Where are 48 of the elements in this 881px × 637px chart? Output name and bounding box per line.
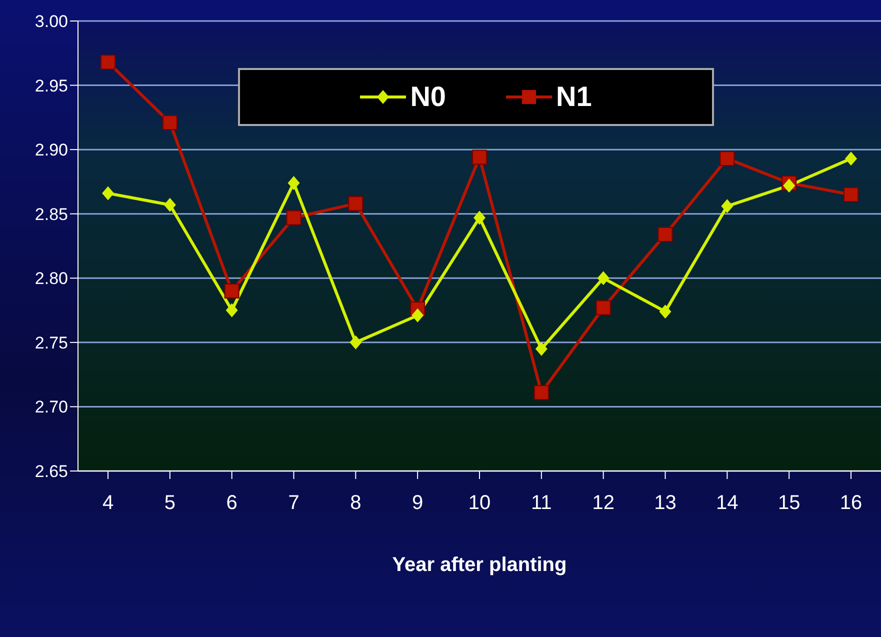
x-tick-label: 5	[164, 492, 176, 514]
point	[162, 115, 178, 130]
x-tick-label: 4	[102, 492, 114, 514]
x-tick-label: 9	[412, 492, 424, 514]
point	[720, 151, 735, 166]
point	[286, 210, 302, 226]
point	[844, 187, 858, 202]
point	[783, 178, 796, 193]
x-tick-label: 16	[840, 492, 862, 514]
point	[348, 196, 364, 212]
point	[596, 300, 611, 316]
point	[224, 284, 240, 298]
x-tick-label: 8	[350, 492, 362, 514]
point	[535, 342, 548, 356]
x-tick-label: 11	[531, 492, 552, 514]
point	[164, 198, 176, 212]
point	[288, 176, 300, 190]
x-tick-label: 10	[468, 492, 491, 514]
point	[597, 271, 610, 286]
y-tick-label: 3.00	[34, 12, 68, 32]
point	[100, 54, 116, 70]
x-tick-label: 13	[654, 492, 676, 514]
point	[658, 226, 673, 242]
y-tick-label: 2.70	[34, 398, 68, 417]
point	[659, 304, 672, 319]
x-tick-label: 6	[226, 492, 238, 514]
point	[721, 199, 734, 214]
x-tick-label: 14	[716, 492, 738, 514]
y-tick-label: 2.95	[34, 76, 68, 96]
y-tick-label: 2.90	[34, 140, 68, 160]
point	[534, 385, 549, 400]
point	[845, 152, 857, 166]
y-tick-label: 2.80	[34, 269, 68, 288]
point	[350, 335, 362, 350]
x-tick-label: 7	[288, 492, 300, 514]
point	[412, 308, 424, 322]
x-tick-label: 12	[592, 492, 614, 514]
x-tick-label: 15	[778, 492, 800, 514]
x-axis-title: Year after planting	[392, 554, 567, 576]
point	[472, 150, 487, 165]
y-tick-label: 2.65	[34, 462, 68, 482]
legend-label: N1	[556, 81, 592, 113]
y-tick-label: 2.85	[34, 204, 68, 224]
point	[474, 210, 486, 225]
point	[102, 186, 114, 200]
point	[226, 303, 238, 318]
y-tick-label: 2.75	[34, 333, 68, 352]
legend-label: N0	[410, 81, 446, 113]
